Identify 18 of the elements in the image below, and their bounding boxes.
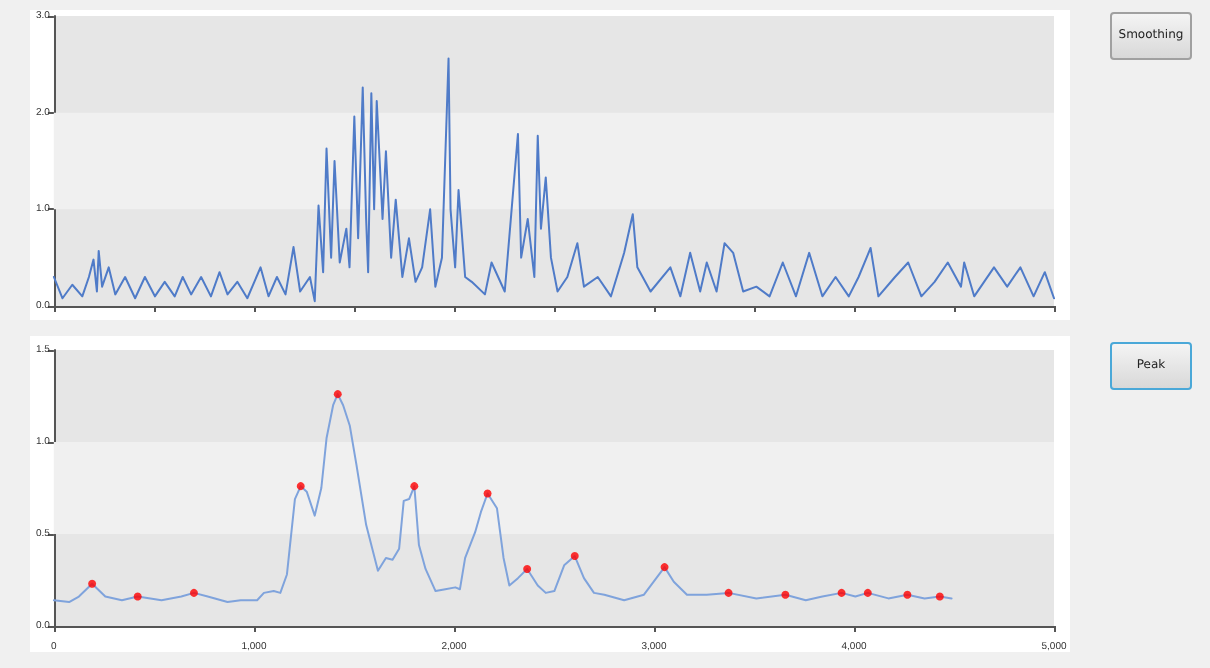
point <box>781 590 790 599</box>
point <box>863 588 872 597</box>
point <box>333 390 342 399</box>
point <box>296 482 305 491</box>
point <box>483 489 492 498</box>
point <box>660 563 669 572</box>
point <box>133 592 142 601</box>
point <box>837 588 846 597</box>
point <box>523 564 532 573</box>
point <box>189 588 198 597</box>
line-series <box>52 393 953 604</box>
point <box>724 588 733 597</box>
point <box>88 579 97 588</box>
point <box>410 482 419 491</box>
point <box>935 592 944 601</box>
point <box>570 552 579 561</box>
line-series <box>52 57 1055 303</box>
point <box>903 590 912 599</box>
